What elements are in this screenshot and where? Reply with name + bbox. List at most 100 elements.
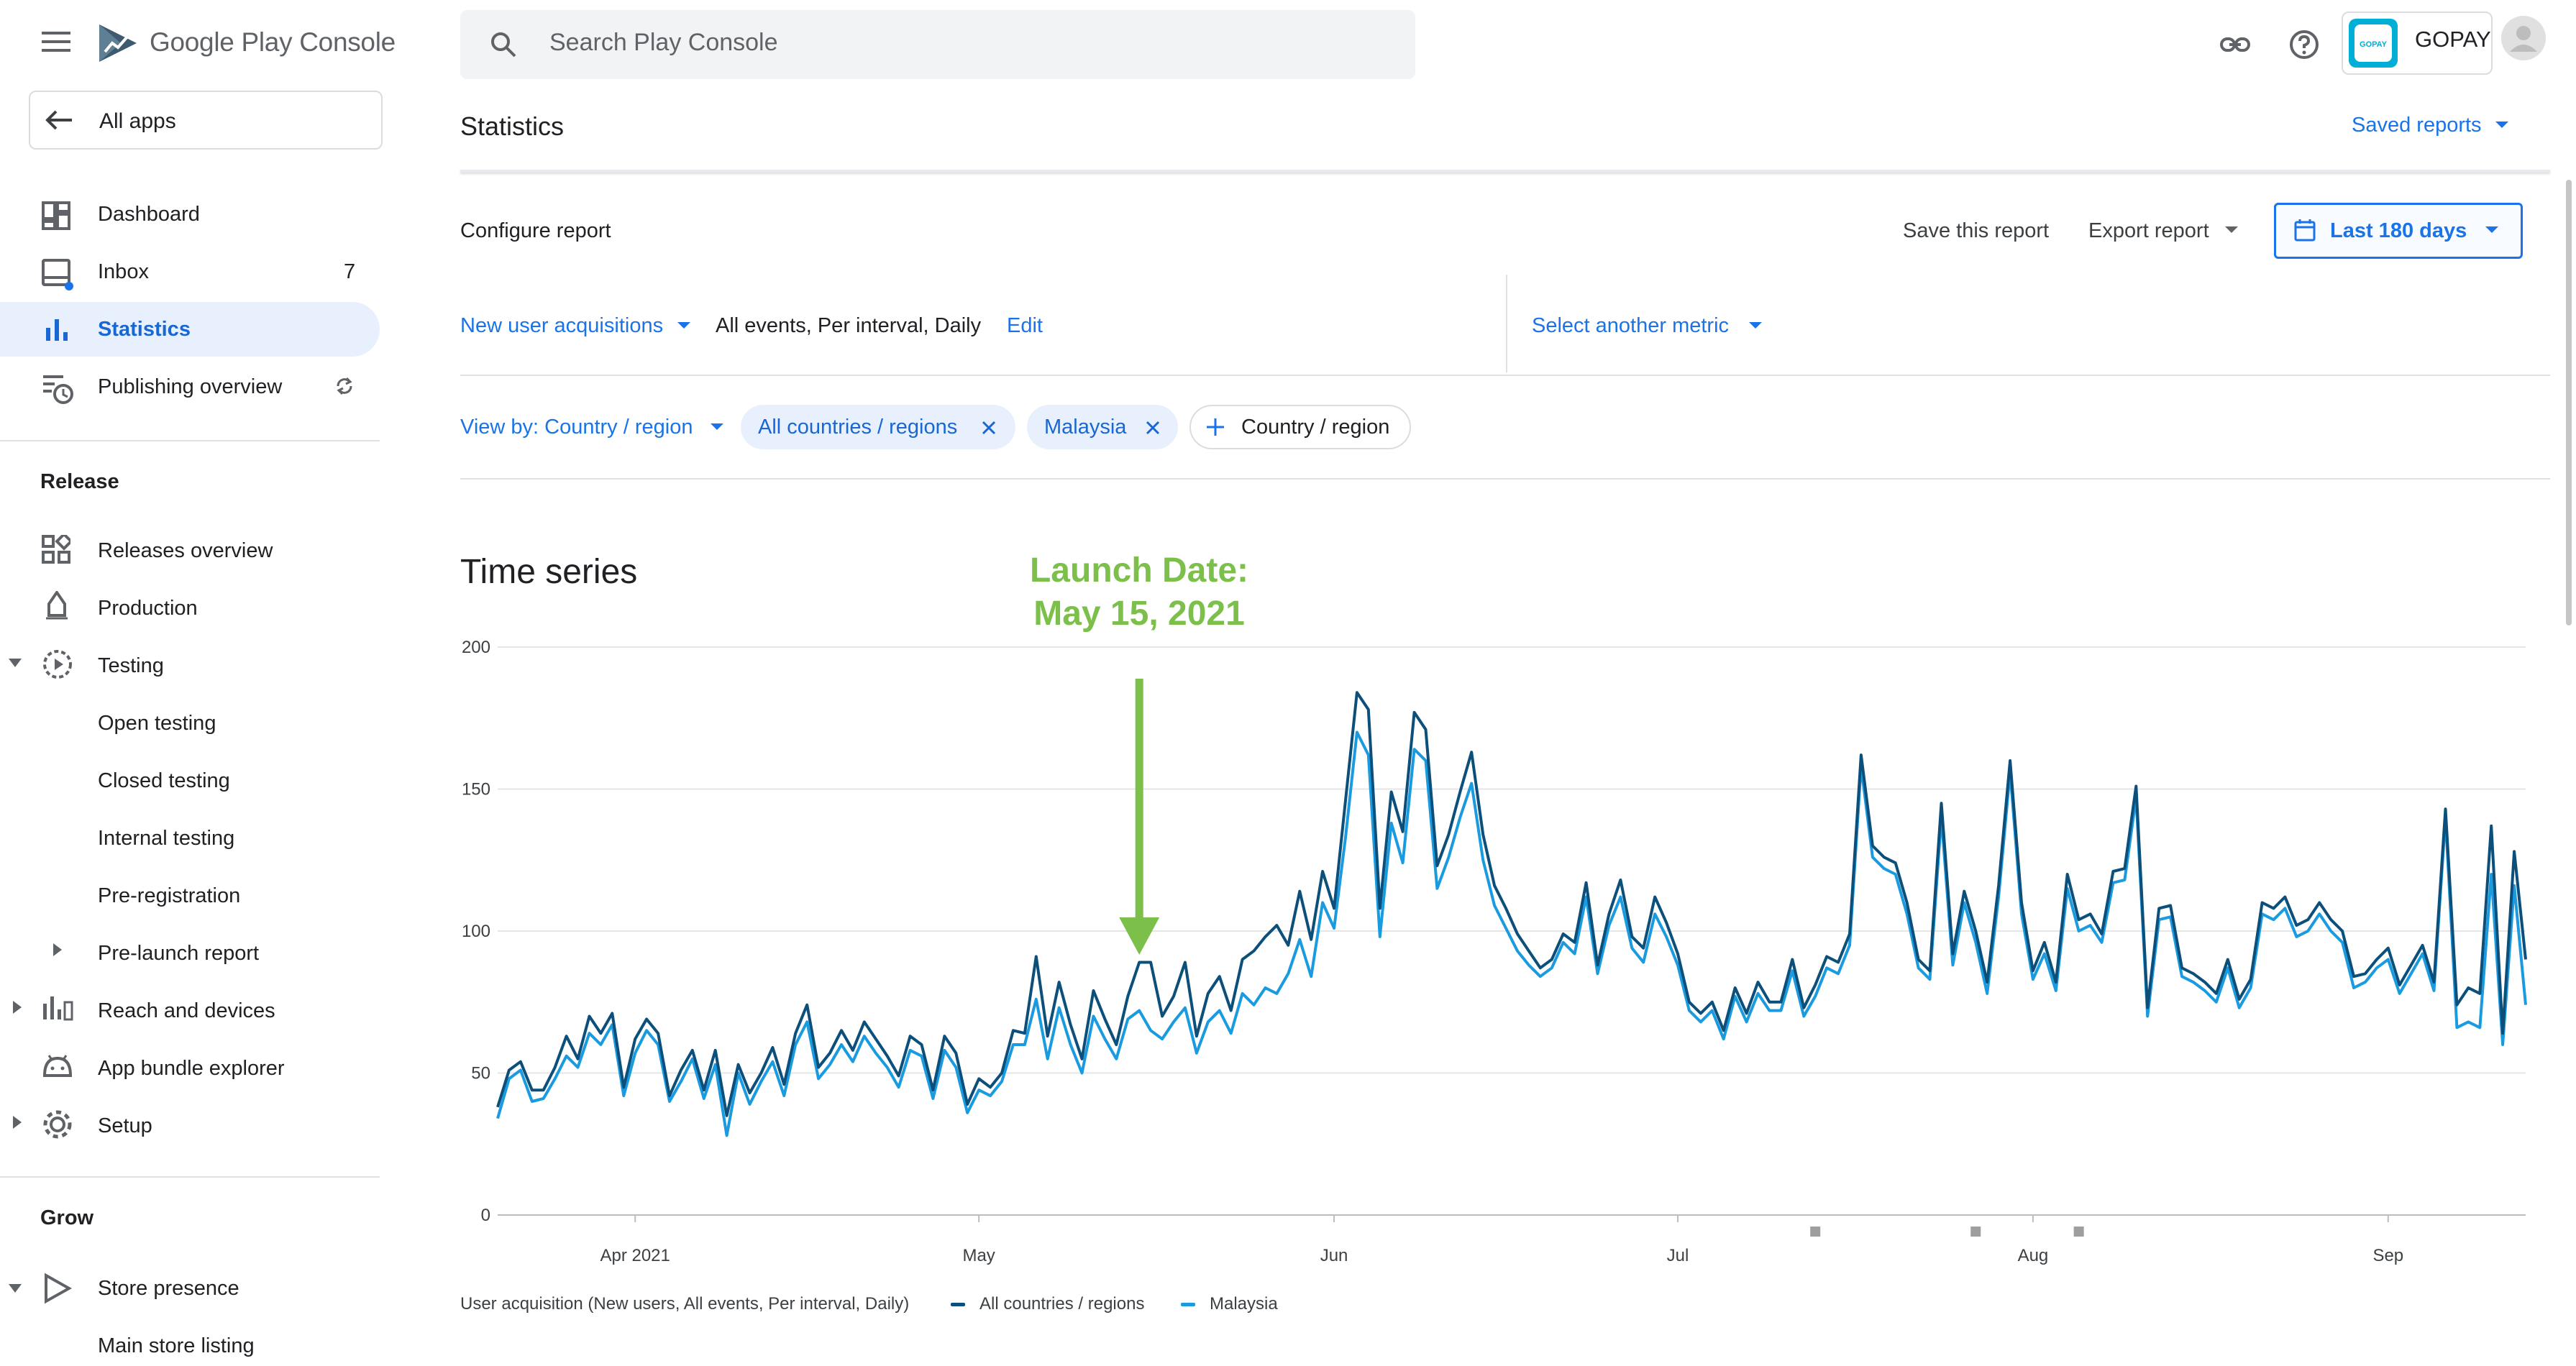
play-console-logo-icon xyxy=(96,22,140,65)
avatar[interactable] xyxy=(2501,16,2546,60)
config-divider xyxy=(460,375,2550,376)
chevron-down-icon xyxy=(2485,226,2498,233)
x-tick-label: Apr 2021 xyxy=(600,1246,670,1265)
publishing-history-icon xyxy=(42,372,75,405)
y-tick-label: 50 xyxy=(471,1064,490,1083)
sidebar-item-internal-testing[interactable]: Internal testing xyxy=(98,827,235,850)
developer-account-name: GOPAY xyxy=(2415,27,2491,52)
sidebar-item-label: Inbox xyxy=(98,260,149,283)
releases-overview-icon xyxy=(42,535,70,564)
inbox-count-badge: 7 xyxy=(344,260,356,283)
sidebar-divider xyxy=(0,440,380,441)
y-tick-label: 100 xyxy=(462,922,490,941)
export-report-dropdown[interactable]: Export report xyxy=(2088,219,2209,242)
x-tick-label: Jul xyxy=(1667,1246,1689,1265)
legend-swatch-malaysia xyxy=(1181,1303,1195,1306)
filters-divider xyxy=(460,478,2550,480)
expand-arrow-right-icon[interactable] xyxy=(53,943,62,956)
expand-arrow-down-icon[interactable] xyxy=(9,659,22,667)
x-tick-label: May xyxy=(962,1246,995,1265)
legend-label-all-countries: All countries / regions xyxy=(979,1294,1145,1314)
saved-reports-dropdown[interactable]: Saved reports xyxy=(2352,114,2482,137)
sidebar-item-setup[interactable]: Setup xyxy=(98,1114,152,1137)
date-range-label: Last 180 days xyxy=(2330,219,2467,242)
chart-title: Time series xyxy=(460,553,638,591)
legend-label-malaysia: Malaysia xyxy=(1210,1294,1278,1314)
search-bar[interactable] xyxy=(460,10,1415,79)
metric-dropdown[interactable]: New user acquisitions xyxy=(460,314,664,337)
y-tick-label: 0 xyxy=(481,1206,490,1225)
event-marker xyxy=(1810,1227,1821,1237)
launch-date-annotation-line2: May 15, 2021 xyxy=(1033,595,1245,633)
configure-report-title: Configure report xyxy=(460,219,611,242)
menu-icon[interactable] xyxy=(42,30,70,53)
chevron-down-icon xyxy=(2495,122,2508,128)
x-tick-label: Sep xyxy=(2372,1246,2403,1265)
sidebar-item-app-bundle-explorer[interactable]: App bundle explorer xyxy=(98,1057,285,1080)
select-another-metric-dropdown[interactable]: Select another metric xyxy=(1532,314,1730,337)
sidebar-divider xyxy=(0,1176,380,1178)
app-logo-text: Google Play Console xyxy=(150,27,396,57)
sidebar-item-open-testing[interactable]: Open testing xyxy=(98,712,216,735)
link-icon[interactable] xyxy=(2219,32,2251,58)
search-input[interactable]: Search Play Console xyxy=(549,29,778,56)
sidebar-item-reach-and-devices[interactable]: Reach and devices xyxy=(98,999,275,1022)
chevron-down-icon xyxy=(677,322,690,329)
sidebar-active-highlight xyxy=(0,302,380,357)
close-icon[interactable] xyxy=(981,420,997,436)
page-title: Statistics xyxy=(460,111,565,141)
help-icon[interactable] xyxy=(2288,29,2320,60)
all-apps-button[interactable] xyxy=(29,91,383,150)
x-tick-label: Jun xyxy=(1320,1246,1348,1265)
series-line-malaysia xyxy=(496,730,2527,1137)
arrow-back-icon xyxy=(45,109,73,131)
expand-arrow-down-icon[interactable] xyxy=(9,1284,22,1293)
sidebar-item-pre-launch-report[interactable]: Pre-launch report xyxy=(98,942,260,965)
inbox-icon xyxy=(42,259,75,292)
chart-footer-label: User acquisition (New users, All events,… xyxy=(460,1294,910,1314)
event-marker xyxy=(1970,1227,1981,1237)
chevron-down-icon xyxy=(1749,322,1762,329)
chevron-down-icon xyxy=(2225,226,2238,233)
filter-chip-label: All countries / regions xyxy=(758,416,958,439)
svg-text:GOPAY: GOPAY xyxy=(2360,40,2388,49)
expand-arrow-right-icon[interactable] xyxy=(13,1001,22,1014)
expand-arrow-right-icon[interactable] xyxy=(13,1116,22,1129)
calendar-icon xyxy=(2294,219,2316,242)
close-icon[interactable] xyxy=(1145,420,1161,436)
date-range-picker[interactable] xyxy=(2274,203,2523,259)
chevron-down-icon xyxy=(711,423,723,430)
search-icon xyxy=(489,30,518,59)
sidebar-item-label: Publishing overview xyxy=(98,375,283,398)
y-tick-label: 200 xyxy=(462,638,490,657)
launch-date-annotation-line1: Launch Date: xyxy=(1029,551,1249,590)
save-report-button[interactable]: Save this report xyxy=(1903,219,2050,242)
developer-account-switcher[interactable] xyxy=(2342,12,2493,75)
edit-metric-link[interactable]: Edit xyxy=(1007,314,1043,337)
testing-icon xyxy=(42,648,73,680)
filter-chip-all-countries[interactable] xyxy=(741,405,1015,449)
add-country-region-chip[interactable] xyxy=(1189,405,1411,449)
gear-icon xyxy=(42,1109,73,1140)
y-tick-label: 150 xyxy=(462,780,490,799)
event-marker xyxy=(2073,1227,2084,1237)
sidebar-item-label: Statistics xyxy=(98,318,191,341)
sidebar-item-label: Testing xyxy=(98,654,164,677)
x-tick-label: Aug xyxy=(2018,1246,2049,1265)
scrollbar[interactable] xyxy=(2566,180,2572,625)
metric-details: All events, Per interval, Daily xyxy=(716,314,982,337)
add-chip-label: Country / region xyxy=(1241,416,1390,439)
sidebar-item-main-store-listing[interactable]: Main store listing xyxy=(98,1334,255,1357)
sync-icon xyxy=(334,375,355,397)
all-apps-label: All apps xyxy=(99,109,176,133)
launch-arrow-head xyxy=(1119,917,1160,955)
metric-divider xyxy=(1506,275,1507,372)
sidebar-item-closed-testing[interactable]: Closed testing xyxy=(98,769,230,792)
view-by-dropdown[interactable]: View by: Country / region xyxy=(460,416,693,439)
app-bundle-icon xyxy=(40,1051,75,1080)
production-icon xyxy=(43,591,70,620)
add-icon xyxy=(1205,417,1225,437)
sidebar-item-pre-registration[interactable]: Pre-registration xyxy=(98,884,241,907)
sidebar-item-store-presence[interactable]: Store presence xyxy=(98,1277,239,1300)
